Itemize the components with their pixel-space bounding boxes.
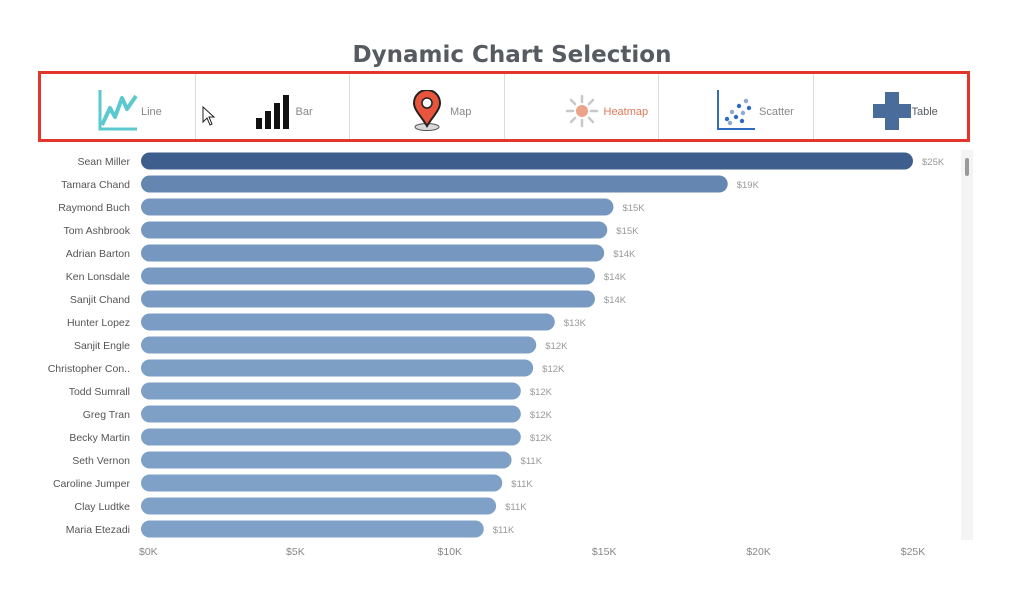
value-label: $11K [521, 456, 543, 467]
value-label: $13K [564, 318, 587, 329]
category-label: Tom Ashbrook [63, 225, 130, 237]
category-label: Raymond Buch [58, 202, 130, 214]
x-tick-label: $0K [139, 546, 158, 558]
category-label: Tamara Chand [61, 179, 130, 191]
bar[interactable] [141, 382, 521, 400]
chart-option-label: Table [911, 106, 938, 118]
value-label: $12K [545, 341, 568, 352]
heatmap-icon [565, 94, 598, 128]
x-tick-label: $20K [746, 546, 771, 558]
value-label: $11K [505, 502, 527, 513]
bar[interactable] [141, 451, 512, 469]
bar-chart-icon [255, 95, 289, 129]
value-label: $12K [530, 410, 553, 421]
bar[interactable] [141, 267, 595, 285]
category-label: Caroline Jumper [53, 478, 131, 490]
bar[interactable] [141, 520, 484, 538]
chart-option-heatmap[interactable]: Heatmap [505, 74, 659, 139]
bar[interactable] [141, 313, 555, 331]
table-cross-icon [872, 92, 911, 130]
bar[interactable] [141, 474, 503, 492]
value-label: $15K [616, 226, 639, 237]
scatter-icon [717, 90, 755, 130]
category-label: Becky Martin [69, 432, 130, 444]
chart-option-label: Map [450, 106, 472, 118]
mouse-cursor-icon [202, 106, 216, 126]
value-label: $15K [622, 203, 645, 214]
category-label: Clay Ludtke [75, 501, 131, 513]
value-label: $11K [493, 525, 515, 536]
value-label: $12K [530, 387, 553, 398]
chart-option-table[interactable]: Table [814, 74, 968, 139]
category-label: Christopher Con.. [48, 363, 130, 375]
bar-chart: Sean Miller $25K Tamara Chand $19K Raymond B… [48, 152, 945, 558]
chart-type-selector: Line Bar Map Heatmap [38, 71, 970, 142]
bar[interactable] [141, 290, 595, 308]
chart-option-label: Heatmap [603, 106, 649, 118]
bar[interactable] [141, 152, 913, 170]
vertical-scrollbar[interactable] [961, 150, 973, 540]
bar[interactable] [141, 221, 608, 239]
category-label: Maria Etezadi [66, 524, 130, 536]
category-label: Todd Sumrall [69, 386, 130, 398]
value-label: $14K [604, 272, 627, 283]
category-label: Adrian Barton [66, 248, 130, 260]
value-label: $12K [542, 364, 565, 375]
x-tick-label: $5K [286, 546, 305, 558]
chart-option-map[interactable]: Map [350, 74, 505, 139]
x-tick-label: $10K [438, 546, 463, 558]
bar[interactable] [141, 405, 521, 423]
category-label: Ken Lonsdale [66, 271, 130, 283]
map-pin-icon [412, 90, 442, 131]
x-tick-label: $15K [592, 546, 617, 558]
scrollbar-thumb[interactable] [965, 158, 969, 176]
chart-option-label: Line [141, 106, 162, 118]
category-label: Seth Vernon [72, 455, 130, 467]
value-label: $14K [613, 249, 636, 260]
value-label: $12K [530, 433, 553, 444]
bar[interactable] [141, 175, 728, 193]
category-label: Greg Tran [83, 409, 130, 421]
value-label: $25K [922, 157, 945, 168]
category-label: Sanjit Engle [74, 340, 130, 352]
category-label: Sean Miller [77, 156, 130, 168]
category-label: Sanjit Chand [70, 294, 130, 306]
bar[interactable] [141, 244, 605, 262]
bar[interactable] [141, 198, 614, 216]
chart-option-label: Bar [295, 106, 313, 118]
bar[interactable] [141, 359, 534, 377]
line-chart-icon [98, 90, 138, 131]
chart-option-label: Scatter [759, 106, 794, 118]
bar[interactable] [141, 336, 537, 354]
category-label: Hunter Lopez [67, 317, 130, 329]
page-title: Dynamic Chart Selection [352, 42, 672, 68]
chart-option-line[interactable]: Line [41, 74, 196, 139]
value-label: $11K [511, 479, 533, 490]
chart-option-bar[interactable]: Bar [196, 74, 350, 139]
bar[interactable] [141, 497, 497, 515]
x-tick-label: $25K [901, 546, 926, 558]
value-label: $19K [737, 180, 760, 191]
value-label: $14K [604, 295, 627, 306]
chart-option-scatter[interactable]: Scatter [659, 74, 814, 139]
bar[interactable] [141, 428, 521, 446]
